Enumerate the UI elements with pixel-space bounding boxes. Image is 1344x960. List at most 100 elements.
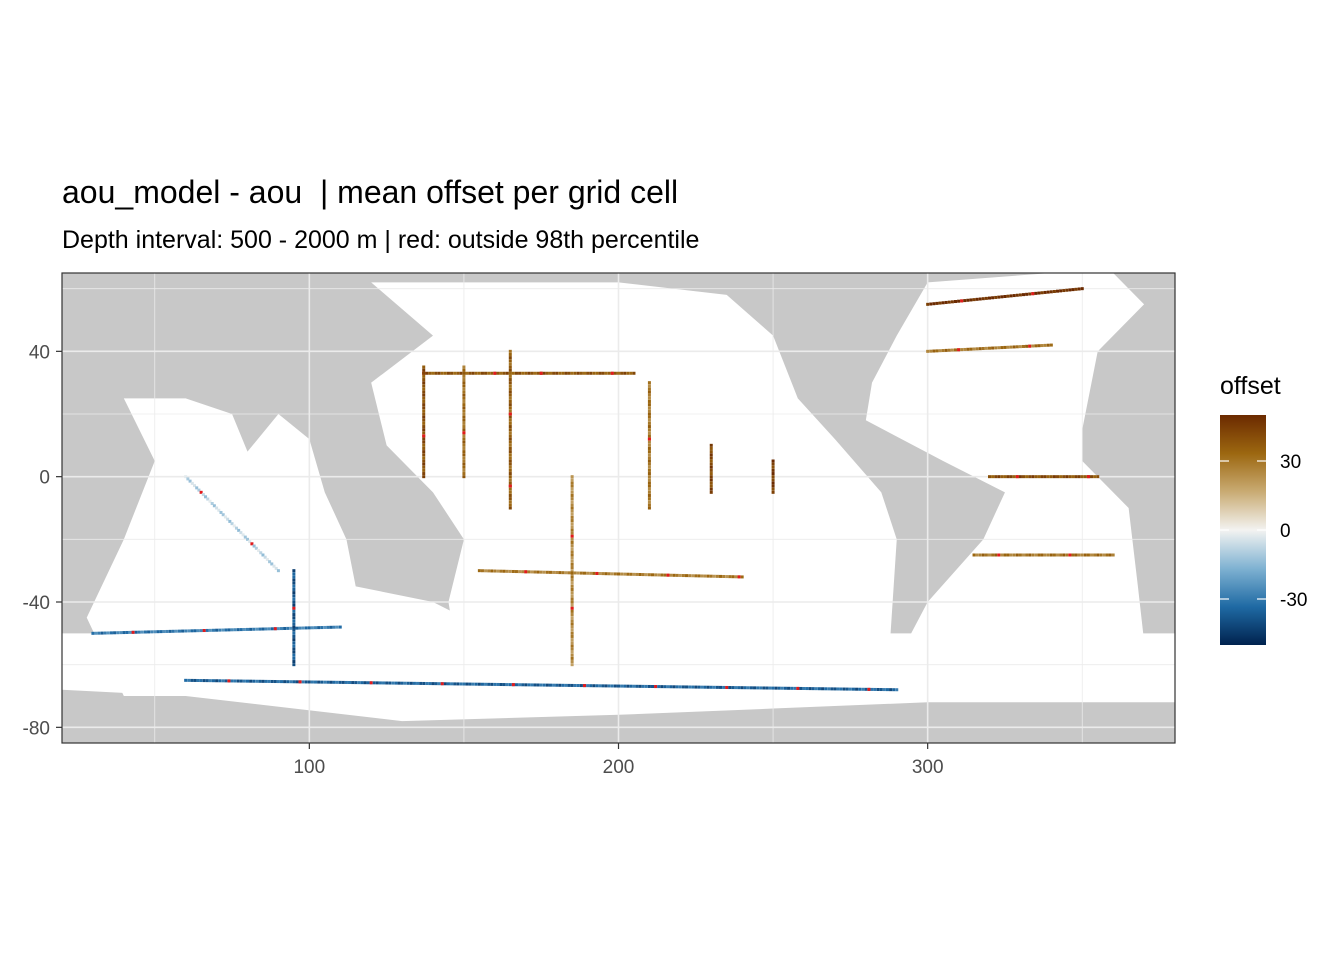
grid-cell <box>709 465 713 469</box>
ocean-region <box>86 398 464 696</box>
grid-cell <box>462 399 466 403</box>
grid-cell <box>462 475 466 479</box>
grid-cell <box>632 572 636 576</box>
grid-cell <box>926 302 930 306</box>
grid-cell <box>1093 475 1097 479</box>
grid-cell <box>576 684 580 688</box>
grid-cell <box>508 409 512 413</box>
grid-cell <box>678 685 682 689</box>
grid-cell <box>206 497 210 501</box>
grid-cell <box>480 569 484 573</box>
grid-cell <box>715 685 719 689</box>
grid-cell <box>675 573 679 577</box>
grid-cell <box>709 446 713 450</box>
grid-cell <box>1018 553 1022 557</box>
grid-cell <box>140 630 144 634</box>
grid-cell <box>292 619 296 623</box>
grid-cell <box>422 418 426 422</box>
grid-cell <box>617 572 620 576</box>
grid-cell <box>570 519 574 523</box>
grid-cell <box>422 381 426 385</box>
grid-cell <box>428 371 432 375</box>
grid-cell <box>582 571 586 575</box>
grid-cell <box>1034 291 1038 295</box>
grid-cell <box>199 679 203 683</box>
grid-cell <box>255 627 259 631</box>
grid-cell <box>462 459 466 463</box>
grid-cell <box>224 628 228 632</box>
grid-cell <box>292 647 296 651</box>
grid-cell <box>508 374 512 378</box>
grid-cell <box>462 418 466 422</box>
grid-cell <box>589 684 593 688</box>
grid-cell <box>802 687 806 691</box>
grid-cell <box>201 493 205 497</box>
chart-subtitle: Depth interval: 500 - 2000 m | red: outs… <box>62 226 700 254</box>
grid-cell <box>1006 553 1010 557</box>
grid-cell <box>660 685 664 689</box>
grid-cell <box>508 487 512 491</box>
grid-cell <box>233 679 237 683</box>
grid-cell <box>502 569 506 573</box>
grid-cell <box>861 687 865 691</box>
grid-cell <box>394 681 398 685</box>
grid-cell <box>267 679 271 683</box>
grid-cell <box>239 531 243 535</box>
grid-cell <box>471 371 475 375</box>
grid-cell <box>508 453 512 457</box>
grid-cell <box>858 687 862 691</box>
grid-cell <box>994 346 998 350</box>
grid-cell <box>691 685 695 689</box>
grid-cell <box>558 683 562 687</box>
grid-cell <box>607 371 611 375</box>
grid-cell <box>703 685 707 689</box>
grid-cell <box>647 684 651 688</box>
grid-cell <box>1037 553 1041 557</box>
grid-cell <box>190 629 194 633</box>
grid-cell <box>771 459 775 463</box>
grid-cell <box>397 681 401 685</box>
grid-cell <box>280 627 284 631</box>
grid-cell <box>561 371 565 375</box>
grid-cell <box>165 629 169 633</box>
grid-cell <box>1065 475 1069 479</box>
grid-cell <box>268 560 272 564</box>
grid-cell <box>177 629 181 633</box>
grid-cell <box>190 481 194 485</box>
grid-cell <box>570 625 574 629</box>
grid-cell <box>292 578 296 582</box>
grid-cell <box>1000 475 1004 479</box>
data-track <box>477 569 744 579</box>
grid-cell <box>539 683 543 687</box>
grid-cell <box>228 519 232 523</box>
data-track <box>422 365 426 479</box>
grid-cell <box>292 622 296 626</box>
grid-cell <box>709 450 713 454</box>
grid-cell <box>1052 289 1056 293</box>
grid-cell <box>586 571 590 575</box>
grid-cell <box>171 629 175 633</box>
grid-cell <box>647 450 651 454</box>
grid-cell <box>728 575 732 579</box>
grid-cell <box>456 682 460 686</box>
outlier-cell <box>1086 475 1090 479</box>
grid-cell <box>493 682 497 686</box>
grid-cell <box>533 371 537 375</box>
grid-cell <box>1025 344 1029 348</box>
grid-cell <box>261 627 265 631</box>
grid-cell <box>329 625 333 629</box>
grid-cell <box>799 686 803 690</box>
grid-cell <box>740 575 744 579</box>
grid-cell <box>508 362 512 366</box>
grid-cell <box>570 591 574 595</box>
grid-cell <box>552 371 556 375</box>
grid-cell <box>771 484 775 488</box>
grid-cell <box>465 371 469 375</box>
grid-cell <box>573 371 577 375</box>
grid-cell <box>746 686 750 690</box>
outlier-cell <box>508 484 512 488</box>
grid-cell <box>570 506 574 510</box>
grid-cell <box>508 506 512 510</box>
grid-cell <box>617 371 620 375</box>
grid-cell <box>382 681 386 685</box>
